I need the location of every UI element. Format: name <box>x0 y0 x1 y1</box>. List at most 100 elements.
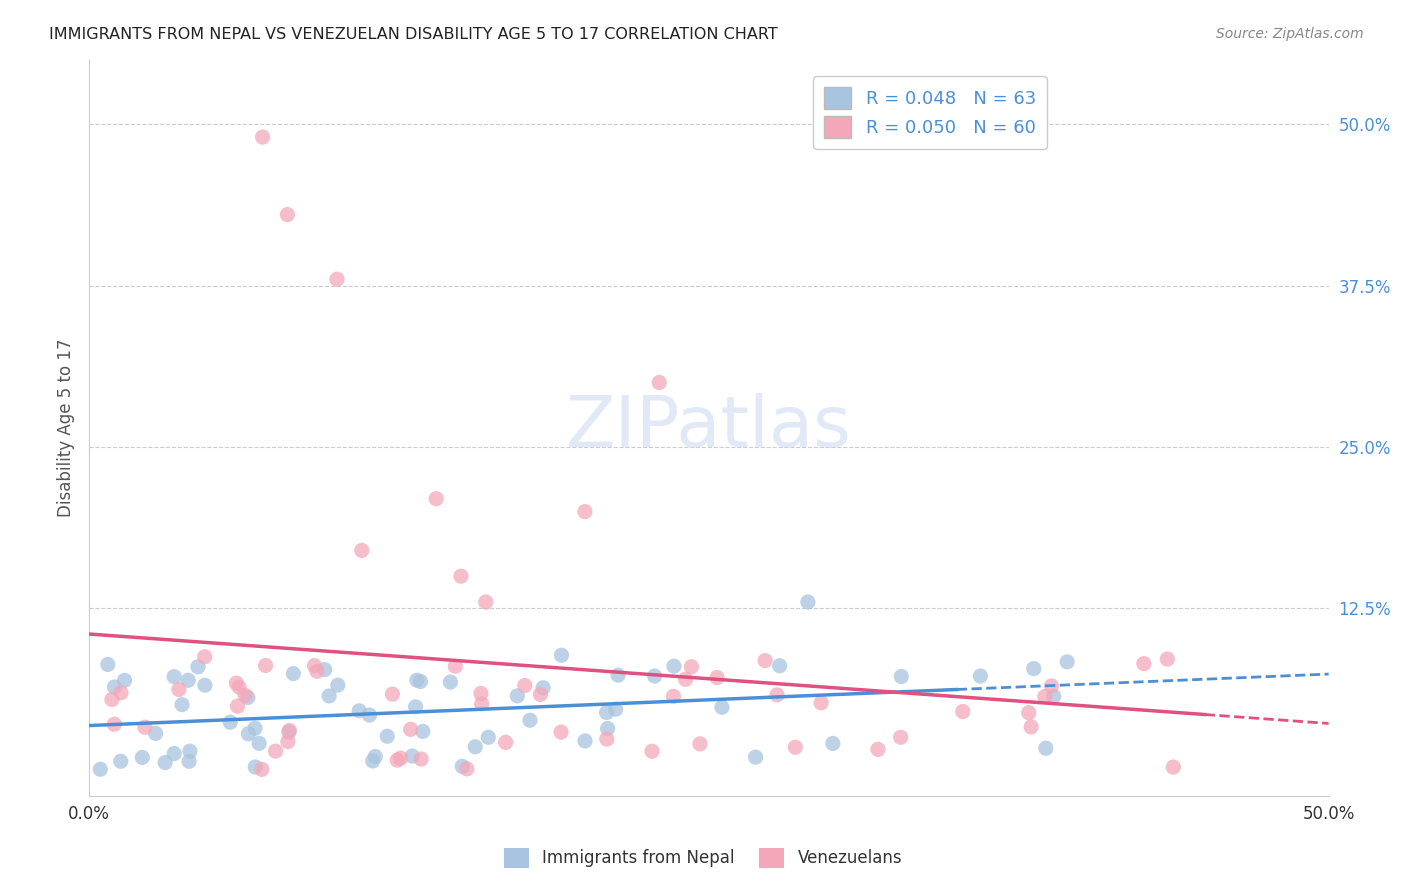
Point <box>381 687 404 701</box>
Point <box>662 659 685 673</box>
Point <box>641 744 664 758</box>
Point <box>866 742 889 756</box>
Point <box>1040 679 1063 693</box>
Point <box>519 713 541 727</box>
Point <box>574 734 596 748</box>
Point <box>595 706 617 720</box>
Point <box>305 664 328 678</box>
Point <box>233 688 256 702</box>
Point <box>952 705 974 719</box>
Point <box>890 731 912 745</box>
Point <box>529 687 551 701</box>
Point <box>596 722 619 736</box>
Point <box>194 649 217 664</box>
Point <box>531 681 554 695</box>
Point <box>470 686 492 700</box>
Point <box>689 737 711 751</box>
Point <box>177 754 200 768</box>
Point <box>710 700 733 714</box>
Point <box>1035 741 1057 756</box>
Point <box>675 673 697 687</box>
Point <box>103 680 125 694</box>
Point <box>810 696 832 710</box>
Text: ZIPatlas: ZIPatlas <box>567 393 852 462</box>
Point <box>89 762 111 776</box>
Point <box>1156 652 1178 666</box>
Point <box>245 760 267 774</box>
Point <box>1018 706 1040 720</box>
Point <box>451 759 474 773</box>
Point <box>644 669 666 683</box>
Point <box>464 739 486 754</box>
Point <box>744 750 766 764</box>
Point <box>969 669 991 683</box>
Point <box>405 699 427 714</box>
Point <box>179 744 201 758</box>
Point <box>1033 690 1056 704</box>
Point <box>194 678 217 692</box>
Point <box>439 675 461 690</box>
Point <box>766 688 789 702</box>
Point <box>318 689 340 703</box>
Point <box>110 686 132 700</box>
Point <box>574 505 596 519</box>
Point <box>361 754 384 768</box>
Point <box>477 731 499 745</box>
Point <box>134 720 156 734</box>
Point <box>550 648 572 663</box>
Point <box>513 679 536 693</box>
Point <box>706 671 728 685</box>
Point <box>821 736 844 750</box>
Y-axis label: Disability Age 5 to 17: Disability Age 5 to 17 <box>58 338 75 517</box>
Point <box>163 670 186 684</box>
Point <box>110 754 132 768</box>
Point <box>375 729 398 743</box>
Point <box>238 727 260 741</box>
Point <box>153 756 176 770</box>
Point <box>170 698 193 712</box>
Point <box>277 725 299 739</box>
Point <box>314 663 336 677</box>
Point <box>247 736 270 750</box>
Point <box>1042 690 1064 704</box>
Point <box>607 668 630 682</box>
Point <box>797 595 820 609</box>
Text: IMMIGRANTS FROM NEPAL VS VENEZUELAN DISABILITY AGE 5 TO 17 CORRELATION CHART: IMMIGRANTS FROM NEPAL VS VENEZUELAN DISA… <box>49 27 778 42</box>
Point <box>550 725 572 739</box>
Point <box>359 708 381 723</box>
Point <box>177 673 200 688</box>
Point <box>228 680 250 694</box>
Point <box>131 750 153 764</box>
Point <box>506 689 529 703</box>
Point <box>605 702 627 716</box>
Legend: Immigrants from Nepal, Venezuelans: Immigrants from Nepal, Venezuelans <box>496 841 910 875</box>
Point <box>471 697 494 711</box>
Point <box>277 734 299 748</box>
Point <box>1056 655 1078 669</box>
Point <box>278 723 301 738</box>
Point <box>276 208 298 222</box>
Point <box>662 690 685 704</box>
Point <box>411 752 433 766</box>
Point <box>114 673 136 688</box>
Point <box>1022 662 1045 676</box>
Point <box>474 595 496 609</box>
Point <box>425 491 447 506</box>
Point <box>225 676 247 690</box>
Point <box>1133 657 1156 671</box>
Point <box>890 669 912 683</box>
Point <box>163 747 186 761</box>
Point <box>167 682 190 697</box>
Point <box>1019 720 1042 734</box>
Point <box>401 749 423 764</box>
Point <box>389 751 412 765</box>
Legend: R = 0.048   N = 63, R = 0.050   N = 60: R = 0.048 N = 63, R = 0.050 N = 60 <box>814 76 1047 149</box>
Point <box>103 717 125 731</box>
Point <box>406 673 429 688</box>
Point <box>495 735 517 749</box>
Point <box>283 666 305 681</box>
Point <box>769 658 792 673</box>
Point <box>326 678 349 692</box>
Point <box>264 744 287 758</box>
Point <box>252 130 274 145</box>
